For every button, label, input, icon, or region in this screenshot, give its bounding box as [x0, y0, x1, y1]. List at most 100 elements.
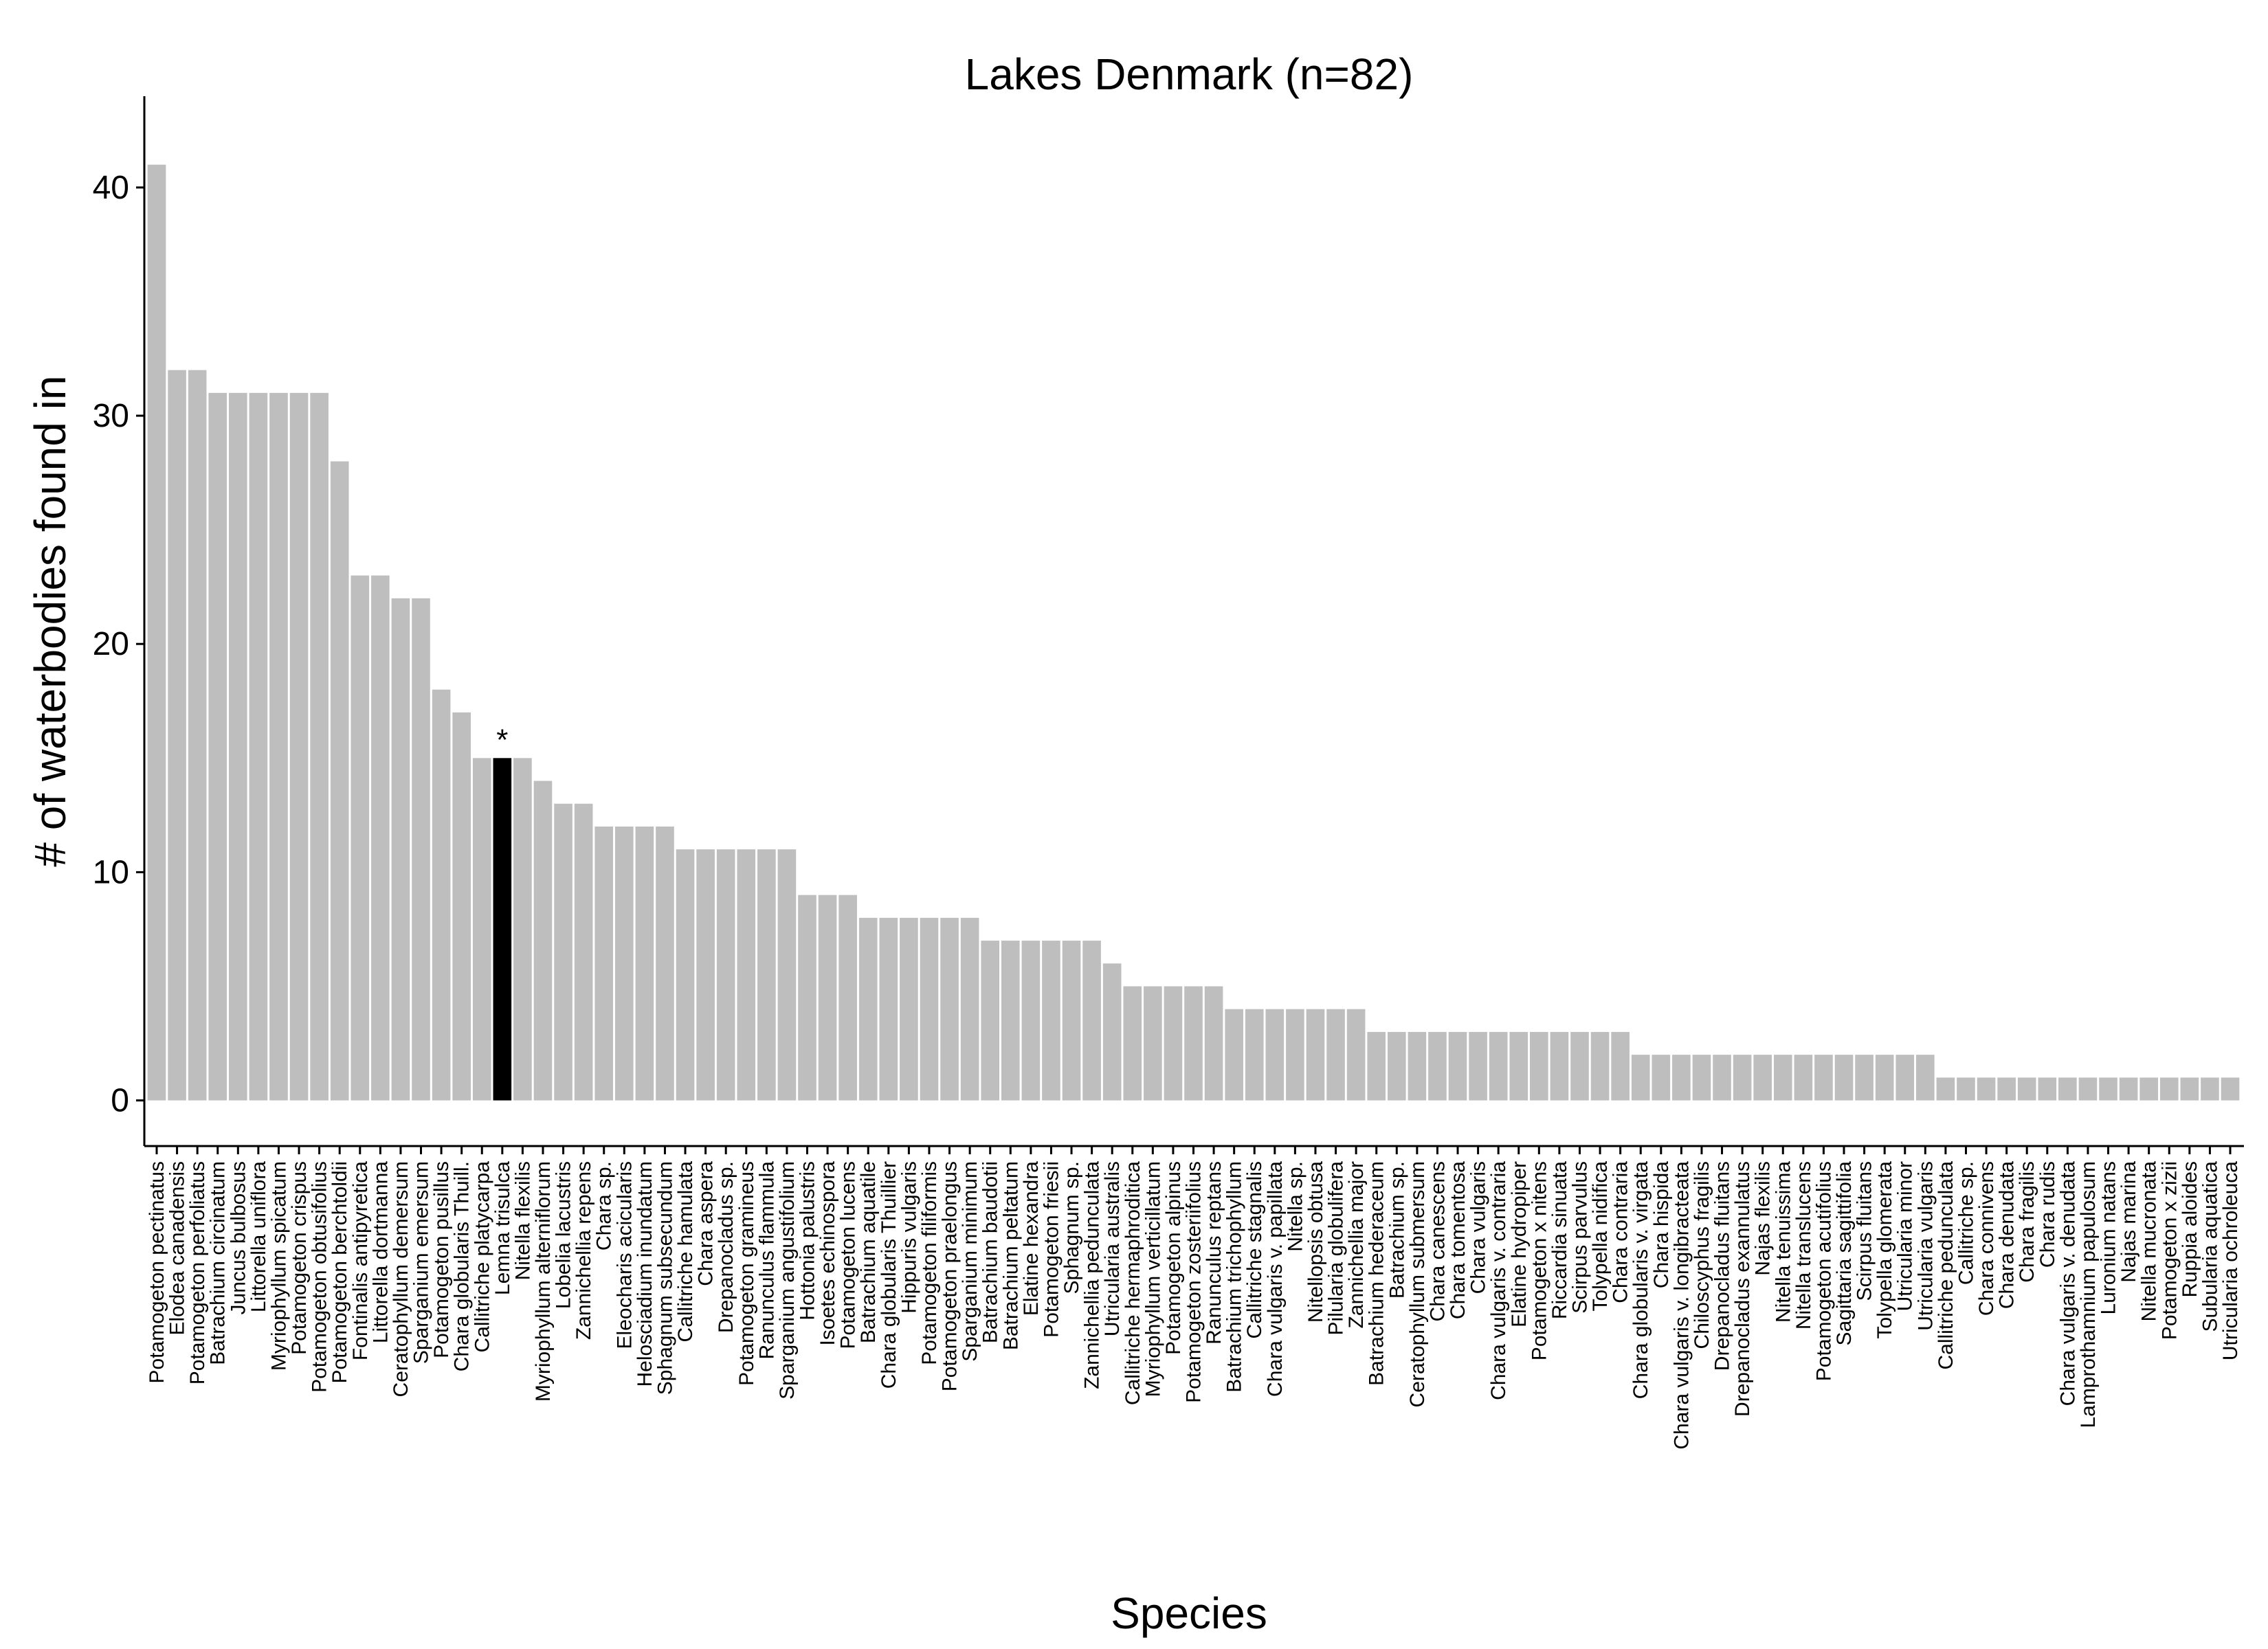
x-tick-label: Drepanocladus sp. [715, 1161, 737, 1333]
x-tick-label: Chara tomentosa [1447, 1161, 1469, 1319]
x-tick-label: Lamprothamnium papulosum [2077, 1161, 2100, 1428]
x-tick-label: Elatine hydropiper [1508, 1161, 1531, 1327]
bar-79 [1753, 1055, 1772, 1101]
bars-group [147, 164, 2240, 1101]
x-tick-label: Callitriche hamulata [674, 1161, 697, 1343]
bar-41 [981, 941, 1000, 1101]
bar-10 [351, 575, 370, 1101]
bar-102 [2221, 1077, 2240, 1101]
x-tick-label: Chara denudata [1996, 1161, 2019, 1309]
x-tick-label: Zannichellia major [1345, 1161, 1368, 1328]
x-tick-label: Lemna trisulca [491, 1161, 514, 1295]
x-tick-label: Potamogeton praelongus [939, 1161, 961, 1391]
bar-6 [269, 392, 288, 1101]
bar-75 [1672, 1055, 1691, 1101]
bar-52 [1204, 986, 1223, 1101]
bar-38 [920, 917, 939, 1101]
x-tick-label: Ruppia aloides [2179, 1161, 2201, 1297]
x-tick-label: Luronium natans [2098, 1161, 2120, 1314]
bar-62 [1408, 1031, 1427, 1101]
bar-0 [147, 164, 166, 1101]
bar-69 [1550, 1031, 1569, 1101]
bar-1 [168, 370, 186, 1101]
x-tick-label: Chara globularis Thuill. [451, 1161, 474, 1371]
x-tick-label: Tolypella nidifica [1589, 1161, 1612, 1312]
bar-37 [900, 917, 918, 1101]
y-tick-label: 40 [93, 170, 129, 206]
bar-86 [1895, 1055, 1915, 1101]
x-tick-label: Chara aspera [695, 1161, 718, 1286]
x-tick-label: Zannichellia pedunculata [1081, 1161, 1104, 1389]
x-tick-label: Potamogeton filiformis [918, 1161, 941, 1365]
x-tick-label: Nitella mucronata [2138, 1161, 2161, 1322]
bar-71 [1590, 1031, 1610, 1101]
bar-3 [208, 392, 227, 1101]
bar-44 [1042, 941, 1060, 1101]
bar-11 [371, 575, 390, 1101]
bar-87 [1916, 1055, 1935, 1101]
bar-54 [1245, 1009, 1264, 1101]
x-tick-label: Chara vulgaris v. papillata [1264, 1161, 1287, 1397]
bar-50 [1164, 986, 1183, 1101]
bar-49 [1144, 986, 1162, 1101]
bar-68 [1530, 1031, 1548, 1101]
bar-60 [1367, 1031, 1386, 1101]
x-tick-label: Batrachium hederaceum [1366, 1161, 1388, 1386]
bar-77 [1713, 1055, 1731, 1101]
x-tick-label: Callitriche hermaphroditica [1122, 1161, 1144, 1405]
bar-51 [1184, 986, 1203, 1101]
bar-89 [1957, 1077, 1975, 1101]
bar-67 [1509, 1031, 1528, 1101]
bar-30 [757, 849, 776, 1101]
x-tick-label: Potamogeton friesii [1040, 1161, 1063, 1338]
bar-99 [2159, 1077, 2179, 1101]
bar-94 [2058, 1077, 2077, 1101]
x-tick-label: Najas flexilis [1752, 1161, 1775, 1276]
x-tick-label: Sphagnum sp. [1060, 1161, 1083, 1294]
y-axis-ticks: 0 10 20 30 40 [93, 170, 144, 1119]
bar-26 [676, 849, 695, 1101]
x-tick-label: Chiloscyphus fragilis [1691, 1161, 1713, 1349]
y-tick-label: 20 [93, 626, 129, 662]
x-tick-label: Myriophyllum spicatum [267, 1161, 290, 1371]
x-tick-label: Potamogeton berchtoldii [329, 1161, 351, 1384]
x-tick-label: Myriophyllum alterniflorum [532, 1161, 555, 1402]
x-tick-label: Subularia aquatica [2199, 1161, 2221, 1332]
bar-53 [1225, 1009, 1243, 1101]
bar-92 [2017, 1077, 2036, 1101]
x-tick-label: Potamogeton gramineus [735, 1161, 758, 1386]
y-tick-label: 30 [93, 398, 129, 434]
x-tick-label: Helosciadium inundatum [634, 1161, 656, 1387]
x-tick-label: Elatine hexandra [1020, 1161, 1043, 1316]
bar-7 [289, 392, 309, 1101]
bar-14 [432, 689, 451, 1101]
bar-9 [330, 461, 349, 1101]
x-tick-label: Utricularia australis [1101, 1161, 1124, 1336]
x-tick-label: Callitriche platycarpa [471, 1161, 493, 1353]
x-tick-label: Chara vulgaris [1467, 1161, 1490, 1294]
bar-78 [1733, 1055, 1752, 1101]
bar-42 [1001, 941, 1020, 1101]
x-tick-label: Fontinalis antipyretica [349, 1161, 372, 1360]
bar-29 [737, 849, 756, 1101]
bar-46 [1082, 941, 1101, 1101]
x-tick-label: Callitriche pedunculata [1935, 1161, 1957, 1370]
bar-61 [1387, 1031, 1406, 1101]
x-tick-label: Chara vulgaris v. denudata [2056, 1161, 2079, 1406]
x-tick-label: Scirpus parvulus [1568, 1161, 1591, 1314]
bar-76 [1692, 1055, 1711, 1101]
x-tick-label: Chara vulgaris v. longibracteata [1670, 1161, 1693, 1450]
bar-28 [716, 849, 735, 1101]
bar-83 [1834, 1055, 1854, 1101]
bar-65 [1469, 1031, 1487, 1101]
x-tick-label: Najas marina [2117, 1161, 2140, 1283]
x-tick-label: Littorella uniflora [247, 1161, 270, 1312]
x-tick-label: Utricularia vulgaris [1914, 1161, 1937, 1331]
y-tick-label: 0 [111, 1083, 129, 1119]
x-tick-label: Zannichellia repens [572, 1161, 595, 1340]
bar-34 [838, 895, 857, 1101]
x-tick-label: Chara contraria [1610, 1161, 1632, 1303]
bar-13 [412, 598, 430, 1101]
x-tick-label: Chara connivens [1975, 1161, 1998, 1316]
